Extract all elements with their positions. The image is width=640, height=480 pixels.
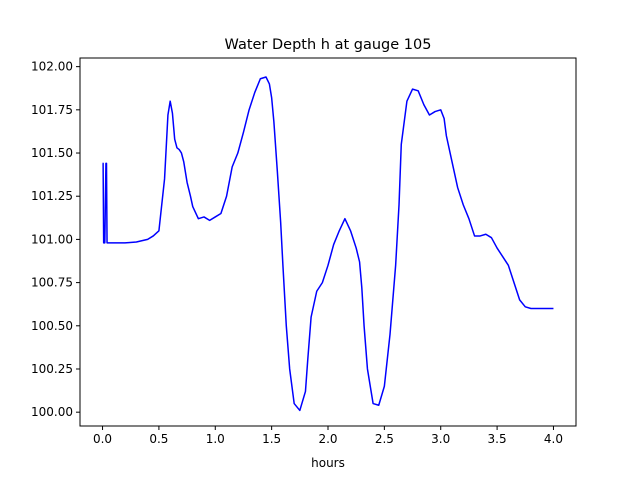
y-tick-label: 101.50 xyxy=(31,146,73,160)
y-tick-label: 102.00 xyxy=(31,60,73,74)
y-tick-label: 100.50 xyxy=(31,319,73,333)
chart-title: Water Depth h at gauge 105 xyxy=(225,37,432,53)
y-tick-label: 100.25 xyxy=(31,362,73,376)
y-tick-label: 101.25 xyxy=(31,189,73,203)
x-tick-label: 3.0 xyxy=(431,432,450,446)
x-axis-title: hours xyxy=(311,456,345,470)
series-line xyxy=(102,76,554,412)
plot-area xyxy=(102,76,554,412)
y-tick-label: 100.00 xyxy=(31,405,73,419)
x-tick-label: 1.0 xyxy=(206,432,225,446)
y-tick-label: 101.00 xyxy=(31,232,73,246)
x-tick-label: 0.5 xyxy=(149,432,168,446)
x-tick-label: 0.0 xyxy=(93,432,112,446)
y-tick-label: 101.75 xyxy=(31,103,73,117)
y-axis: 100.00 100.25 100.50 100.75 101.00 101.25 101.… xyxy=(31,60,80,419)
x-tick-label: 4.0 xyxy=(544,432,563,446)
y-tick-label: 100.75 xyxy=(31,276,73,290)
x-tick-label: 3.5 xyxy=(488,432,507,446)
plot-frame xyxy=(79,57,577,427)
x-tick-label: 1.5 xyxy=(262,432,281,446)
x-tick-label: 2.5 xyxy=(375,432,394,446)
x-tick-label: 2.0 xyxy=(318,432,337,446)
x-axis: 0.0 0.5 1.0 1.5 2.0 2.5 3.0 3.5 4.0 xyxy=(93,426,563,446)
